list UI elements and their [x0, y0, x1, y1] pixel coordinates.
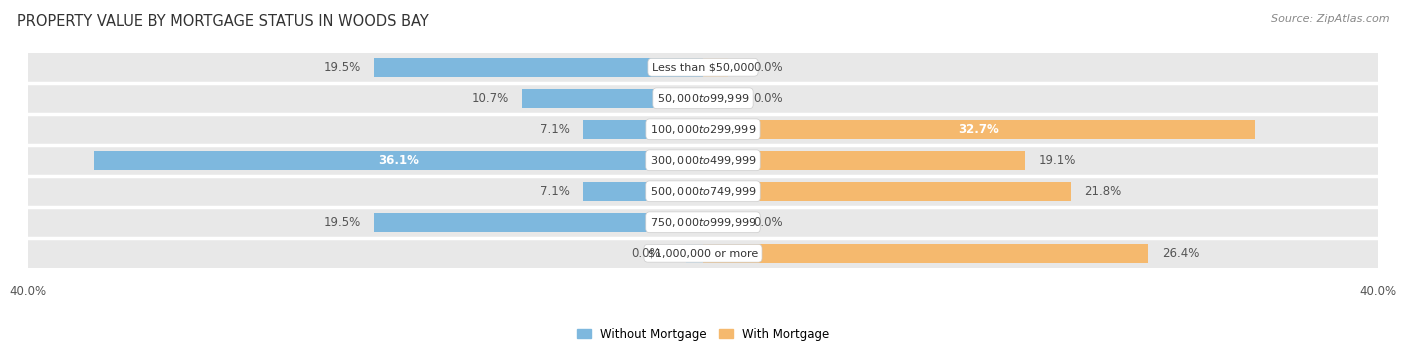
Text: 7.1%: 7.1%: [540, 185, 569, 198]
Bar: [28, 208, 703, 237]
Bar: [703, 84, 1378, 113]
Bar: [28, 146, 703, 175]
Bar: [703, 244, 1149, 263]
Text: 19.5%: 19.5%: [323, 216, 360, 229]
Legend: Without Mortgage, With Mortgage: Without Mortgage, With Mortgage: [572, 323, 834, 341]
Bar: [28, 239, 703, 268]
Text: $750,000 to $999,999: $750,000 to $999,999: [650, 216, 756, 229]
Text: $100,000 to $299,999: $100,000 to $299,999: [650, 123, 756, 136]
Bar: [28, 177, 703, 206]
Bar: [686, 244, 703, 263]
Text: $300,000 to $499,999: $300,000 to $499,999: [650, 154, 756, 167]
Bar: [703, 146, 1378, 175]
Text: Source: ZipAtlas.com: Source: ZipAtlas.com: [1271, 14, 1389, 24]
Bar: [703, 182, 1071, 201]
Bar: [703, 89, 728, 108]
Bar: [703, 53, 1378, 81]
Text: 7.1%: 7.1%: [540, 123, 569, 136]
Text: $1,000,000 or more: $1,000,000 or more: [648, 248, 758, 258]
Text: PROPERTY VALUE BY MORTGAGE STATUS IN WOODS BAY: PROPERTY VALUE BY MORTGAGE STATUS IN WOO…: [17, 14, 429, 29]
Text: 26.4%: 26.4%: [1161, 247, 1199, 260]
Text: 19.5%: 19.5%: [323, 61, 360, 74]
Bar: [28, 84, 703, 113]
Text: $50,000 to $99,999: $50,000 to $99,999: [657, 92, 749, 105]
Text: 21.8%: 21.8%: [1084, 185, 1122, 198]
Bar: [28, 115, 703, 144]
Text: 19.1%: 19.1%: [1039, 154, 1076, 167]
Bar: [94, 151, 703, 170]
Text: 0.0%: 0.0%: [754, 216, 783, 229]
Bar: [703, 213, 728, 232]
Bar: [523, 89, 703, 108]
Bar: [583, 120, 703, 139]
Text: 10.7%: 10.7%: [472, 92, 509, 105]
Bar: [703, 239, 1378, 268]
Bar: [374, 58, 703, 77]
Text: Less than $50,000: Less than $50,000: [652, 62, 754, 72]
Bar: [703, 151, 1025, 170]
Text: 32.7%: 32.7%: [959, 123, 1000, 136]
Bar: [703, 120, 1254, 139]
Bar: [703, 115, 1378, 144]
Bar: [703, 58, 728, 77]
Bar: [374, 213, 703, 232]
Text: 0.0%: 0.0%: [631, 247, 661, 260]
Bar: [583, 182, 703, 201]
Text: 0.0%: 0.0%: [754, 92, 783, 105]
Bar: [703, 208, 1378, 237]
Bar: [703, 177, 1378, 206]
Text: $500,000 to $749,999: $500,000 to $749,999: [650, 185, 756, 198]
Bar: [28, 53, 703, 81]
Text: 36.1%: 36.1%: [378, 154, 419, 167]
Text: 0.0%: 0.0%: [754, 61, 783, 74]
